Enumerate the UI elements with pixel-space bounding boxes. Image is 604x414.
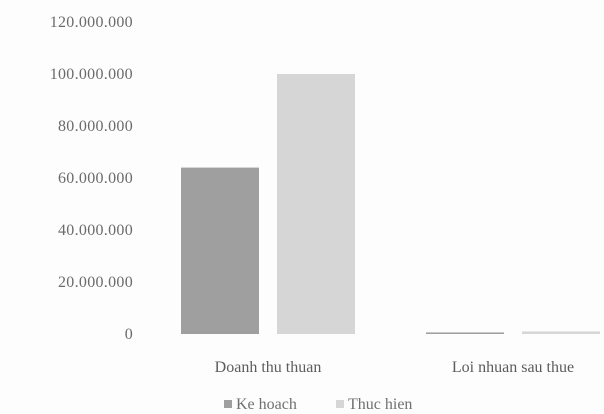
legend-label: Ke hoach [236, 396, 297, 413]
category-label: Loi nhuan sau thue [452, 359, 574, 376]
bar-ke-hoach-0 [181, 167, 259, 334]
bar-thuc-hien-0 [277, 74, 355, 334]
x-axis-category-labels: Doanh thu thuan Loi nhuan sau thue [215, 359, 574, 376]
legend-swatch-thuc-hien [336, 400, 344, 408]
y-tick-label: 40.000.000 [58, 222, 133, 239]
legend: Ke hoach Thuc hien [224, 396, 412, 413]
y-tick-label: 100.000.000 [50, 66, 133, 83]
bars [181, 74, 600, 334]
legend-swatch-ke-hoach [224, 400, 232, 408]
category-label: Doanh thu thuan [215, 359, 322, 376]
y-tick-label: 20.000.000 [58, 274, 133, 291]
y-axis-tick-labels: 0 20.000.000 40.000.000 60.000.000 80.000.00… [50, 14, 133, 343]
y-tick-label: 60.000.000 [58, 170, 133, 187]
y-tick-label: 120.000.000 [50, 14, 133, 31]
legend-label: Thuc hien [348, 396, 412, 413]
bar-thuc-hien-1 [522, 331, 600, 334]
bar-ke-hoach-1 [426, 332, 504, 334]
y-tick-label: 80.000.000 [58, 118, 133, 135]
y-tick-label: 0 [125, 326, 133, 343]
